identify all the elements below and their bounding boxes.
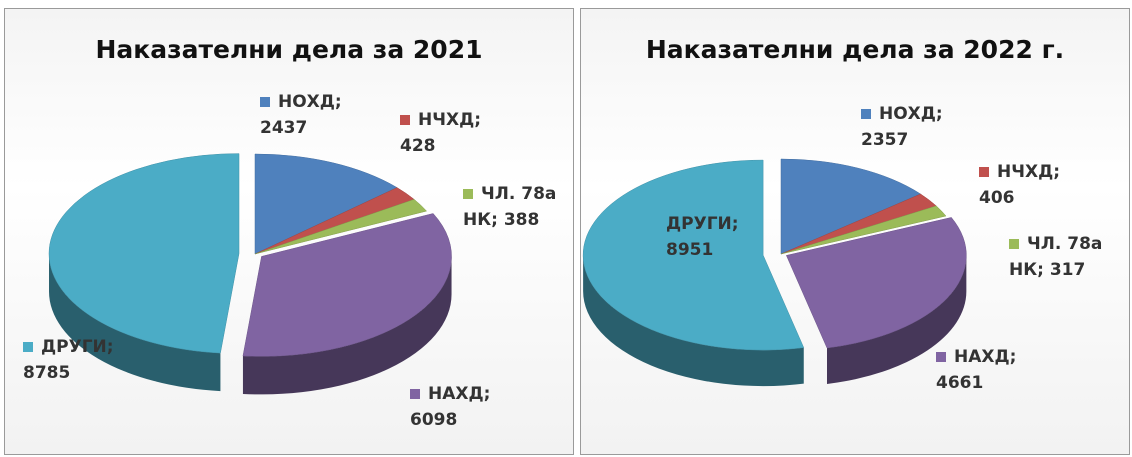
legend-swatch bbox=[260, 97, 270, 107]
legend-swatch bbox=[936, 352, 946, 362]
data-label: ДРУГИ; 8951 bbox=[666, 211, 766, 263]
legend-swatch bbox=[23, 342, 33, 352]
category-label: НЧХД; bbox=[997, 162, 1061, 182]
category-label: НОХД; bbox=[278, 92, 342, 112]
category-label: НЧХД; bbox=[418, 110, 482, 130]
chart-title: Наказателни дела за 2022 г. bbox=[645, 35, 1065, 64]
category-label: НАХД; bbox=[954, 347, 1017, 367]
pie-slice bbox=[48, 153, 240, 354]
value-label: 4661 bbox=[936, 373, 984, 393]
pie-slice bbox=[242, 213, 452, 357]
value-label: 2357 bbox=[861, 130, 909, 150]
chart-panel: Наказателни дела за 2022 г. НОХД; 2357 НЧ… bbox=[580, 8, 1130, 455]
pie-slice bbox=[786, 217, 967, 349]
slice-side bbox=[49, 253, 221, 392]
data-label: НОХД; 2437 bbox=[260, 89, 370, 141]
value-label: 428 bbox=[400, 136, 436, 156]
data-label: ДРУГИ; 8785 bbox=[23, 334, 143, 386]
value-label: 8785 bbox=[23, 363, 71, 383]
data-label: ЧЛ. 78а НК; 317 bbox=[1009, 231, 1119, 283]
category-label: ЧЛ. 78а НК; bbox=[1009, 234, 1103, 280]
category-label: ДРУГИ; bbox=[666, 214, 739, 234]
slice-side bbox=[242, 256, 452, 395]
value-label: 388 bbox=[503, 210, 540, 230]
value-label: 2437 bbox=[260, 118, 308, 138]
pie-plot bbox=[582, 158, 967, 387]
data-label: НАХД; 4661 bbox=[936, 344, 1046, 396]
legend-swatch bbox=[463, 189, 473, 199]
legend-swatch bbox=[861, 109, 871, 119]
value-label: 8951 bbox=[666, 240, 714, 260]
pie-slice bbox=[780, 158, 922, 255]
value-label: 6098 bbox=[410, 410, 458, 430]
data-label: НАХД; 6098 bbox=[410, 381, 520, 433]
slice-side bbox=[826, 255, 967, 384]
value-label: 406 bbox=[979, 188, 1015, 208]
slice-side bbox=[583, 255, 804, 387]
data-label: ЧЛ. 78а НК; 388 bbox=[463, 181, 573, 233]
data-label: НОХД; 2357 bbox=[861, 101, 971, 153]
pie-plot bbox=[48, 153, 452, 395]
category-label: ДРУГИ; bbox=[41, 337, 114, 357]
pie-slice bbox=[254, 199, 428, 255]
category-label: ЧЛ. 78а НК; bbox=[463, 184, 557, 230]
legend-swatch bbox=[400, 115, 410, 125]
data-label: НЧХД; 406 bbox=[979, 159, 1089, 211]
legend-swatch bbox=[1009, 239, 1019, 249]
pie-slice bbox=[780, 205, 947, 255]
pie-slice bbox=[254, 153, 398, 255]
pie-slice bbox=[582, 159, 805, 351]
legend-swatch bbox=[410, 389, 420, 399]
chart-title: Наказателни дела за 2021 bbox=[95, 35, 483, 64]
category-label: НАХД; bbox=[428, 384, 491, 404]
chart-panel: Наказателни дела за 2021 НОХД; 2437 НЧХД;… bbox=[4, 8, 574, 455]
value-label: 317 bbox=[1049, 260, 1086, 280]
category-label: НОХД; bbox=[879, 104, 943, 124]
data-label: НЧХД; 428 bbox=[400, 107, 510, 159]
legend-swatch bbox=[979, 167, 989, 177]
